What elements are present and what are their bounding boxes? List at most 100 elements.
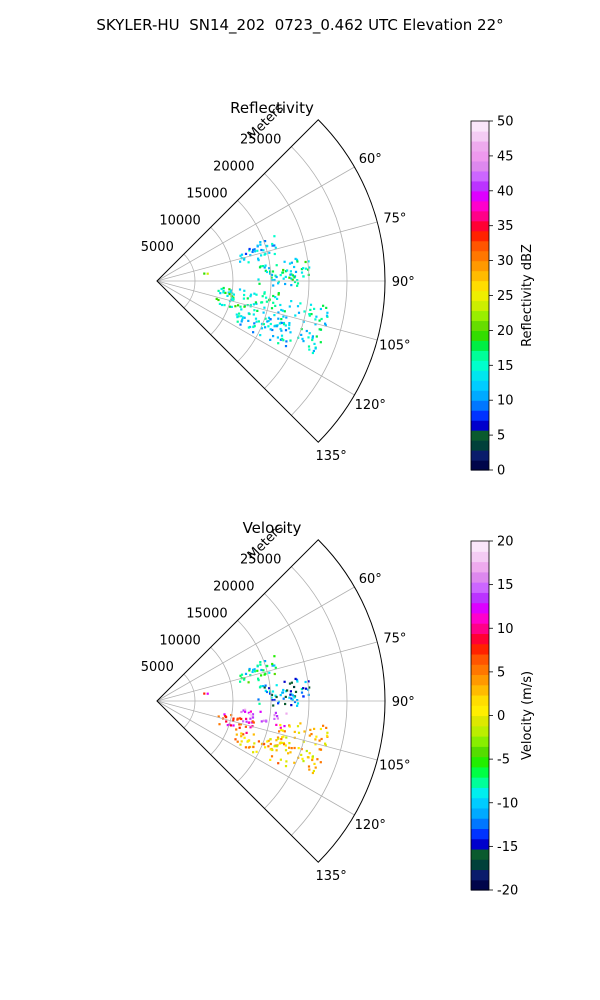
velocity-colorbar: -20 -15 -10 -5 0 5 10 15 20 [470, 535, 518, 899]
echo-gate [277, 702, 280, 705]
echo-gate [311, 757, 314, 760]
sector-outline [156, 539, 386, 863]
colorbar-tick-label: 25 [497, 289, 514, 304]
echo-gate [304, 260, 307, 264]
echo-gate [232, 724, 235, 727]
range-tick-label: 10000 [159, 213, 200, 228]
echo-gate [283, 323, 286, 326]
echo-gate [269, 690, 272, 693]
echo-gate [229, 724, 233, 727]
echo-gate [223, 713, 226, 716]
echo-gate [259, 243, 262, 246]
echo-gate [277, 700, 280, 703]
echo-gate [269, 692, 272, 695]
echo-gate [280, 728, 283, 732]
echo-gate [325, 734, 329, 737]
echo-gate [300, 748, 303, 751]
echo-gate [274, 666, 277, 669]
echo-gate [252, 325, 255, 329]
echo-gate [257, 259, 260, 262]
echo-gate [308, 768, 311, 771]
echo-gate [267, 739, 270, 742]
echo-gate [296, 260, 299, 263]
echo-gate [257, 257, 260, 260]
echo-gate [279, 758, 282, 761]
echo-gate [249, 726, 252, 729]
azimuth-spoke [156, 700, 355, 816]
echo-gate [252, 313, 255, 316]
colorbar-segment [471, 210, 489, 222]
colorbar-tick-label: 10 [497, 622, 514, 637]
colorbar-segment [471, 571, 489, 583]
echo-gate [247, 721, 250, 724]
echo-gate [239, 323, 242, 326]
azimuth-tick-label: 135° [315, 869, 346, 884]
echo-gate [319, 727, 322, 731]
echo-gate [284, 282, 287, 286]
velocity-polar-grid [156, 566, 385, 836]
echo-gate [285, 316, 288, 319]
echo-gate [300, 691, 304, 694]
colorbar-segment [471, 450, 489, 461]
echo-gate [271, 662, 274, 666]
echo-gate [276, 717, 279, 720]
echo-gate [243, 289, 246, 292]
echo-gate [319, 761, 322, 764]
echo-gate [244, 725, 247, 728]
echo-gate [282, 268, 285, 272]
echo-gate [302, 687, 305, 690]
colorbar-segment [471, 715, 489, 727]
echo-gate [217, 715, 220, 718]
sector-outline [156, 119, 386, 443]
echo-gate [256, 664, 259, 667]
echo-gate [256, 669, 259, 672]
reflectivity-colorbar-label: Reflectivity dBZ [520, 244, 535, 347]
echo-gate [300, 753, 303, 756]
echo-gate [242, 733, 245, 736]
echo-gate [273, 717, 276, 720]
echo-gate [302, 267, 305, 270]
azimuth-spoke [156, 700, 378, 761]
echo-gate [311, 755, 314, 758]
echo-gate [268, 687, 271, 690]
echo-gate [260, 248, 263, 252]
echo-gate [240, 320, 243, 323]
echo-gate [227, 291, 230, 294]
echo-gate [260, 254, 263, 257]
echo-gate [307, 680, 310, 683]
echo-gate [257, 698, 260, 701]
echo-gate [222, 286, 225, 290]
colorbar-segment [471, 541, 489, 552]
echo-gate [279, 723, 282, 727]
echo-gate [260, 674, 263, 677]
echo-gate [255, 320, 258, 323]
echo-gate [314, 318, 317, 321]
echo-gate [277, 737, 280, 740]
echo-gate [281, 309, 284, 312]
echo-gate [301, 337, 304, 340]
echo-gate [218, 723, 221, 726]
echo-gate [245, 720, 248, 723]
echo-gate [315, 315, 318, 318]
echo-gate [255, 302, 258, 305]
echo-gate [253, 668, 256, 671]
colorbar-segment [471, 551, 489, 563]
echo-gate [257, 740, 260, 743]
azimuth-spoke [156, 166, 355, 282]
range-tick-label: 15000 [186, 606, 227, 621]
colorbar-segment [471, 705, 489, 717]
echo-gate [259, 334, 262, 337]
echo-gate [235, 313, 238, 316]
echo-gate [273, 664, 276, 667]
colorbar-segment [471, 360, 489, 371]
echo-gate [309, 728, 312, 731]
echo-gate [311, 771, 314, 775]
colorbar-segment [471, 684, 489, 696]
colorbar-segment [471, 240, 489, 252]
echo-gate [318, 739, 321, 742]
echo-gate [264, 660, 267, 663]
echo-gate [244, 672, 248, 675]
echo-gate [290, 284, 293, 287]
echo-gate [266, 740, 269, 743]
echo-gate [308, 314, 311, 317]
